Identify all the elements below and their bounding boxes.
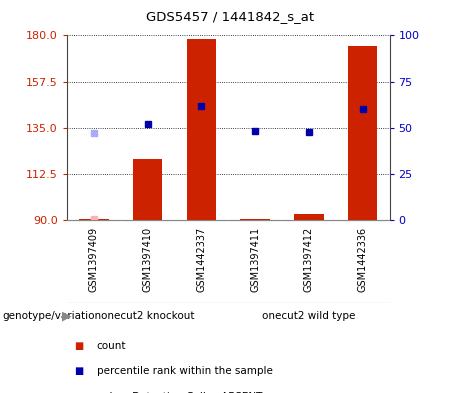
Bar <box>240 219 270 220</box>
Text: onecut2 knockout: onecut2 knockout <box>101 311 194 321</box>
Text: GDS5457 / 1441842_s_at: GDS5457 / 1441842_s_at <box>147 10 314 23</box>
Bar <box>187 39 216 220</box>
Bar <box>348 46 378 220</box>
Bar <box>133 158 162 220</box>
Text: GSM1397412: GSM1397412 <box>304 227 314 292</box>
Text: ■: ■ <box>74 366 83 376</box>
Text: GSM1397409: GSM1397409 <box>89 227 99 292</box>
Text: GSM1397411: GSM1397411 <box>250 227 260 292</box>
Bar <box>79 219 108 220</box>
Text: percentile rank within the sample: percentile rank within the sample <box>97 366 273 376</box>
Text: ■: ■ <box>74 341 83 351</box>
Text: value, Detection Call = ABSENT: value, Detection Call = ABSENT <box>97 392 262 393</box>
Text: GSM1397410: GSM1397410 <box>142 227 153 292</box>
Text: GSM1442336: GSM1442336 <box>358 227 368 292</box>
Bar <box>294 214 324 220</box>
Text: ▶: ▶ <box>62 310 72 323</box>
Text: count: count <box>97 341 126 351</box>
Text: onecut2 wild type: onecut2 wild type <box>262 311 355 321</box>
Text: GSM1442337: GSM1442337 <box>196 227 207 292</box>
Text: ■: ■ <box>74 392 83 393</box>
Text: genotype/variation: genotype/variation <box>2 311 101 321</box>
